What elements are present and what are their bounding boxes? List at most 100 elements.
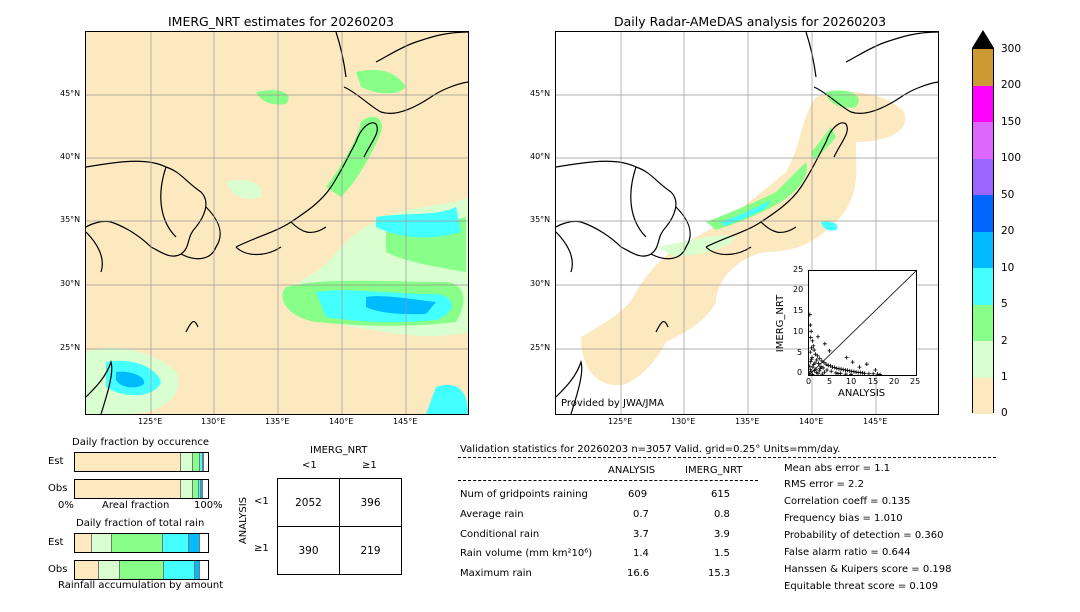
colorbar-label: 20 xyxy=(1001,225,1015,237)
colorbar-label: 5 xyxy=(1001,298,1008,310)
validation-row-imerg: 615 xyxy=(711,489,731,500)
colorbar-label: 1 xyxy=(1001,371,1008,383)
scatter-point xyxy=(824,362,829,367)
scatter-point xyxy=(871,371,876,375)
validation-table-rule xyxy=(458,480,758,481)
scatter-point xyxy=(816,361,821,366)
fraction-segment xyxy=(75,453,182,471)
scatter-point xyxy=(815,371,820,375)
fraction-segment xyxy=(75,534,93,552)
scatter-point xyxy=(878,372,883,375)
validation-score: RMS error = 2.2 xyxy=(784,479,864,490)
colorbar-extend-arrow xyxy=(972,30,994,48)
scatter-x-tick: 20 xyxy=(889,377,900,386)
scatter-x-tick: 5 xyxy=(827,377,833,386)
fraction-segment xyxy=(162,534,190,552)
scatter-point xyxy=(810,338,815,343)
scatter-point xyxy=(838,371,843,375)
scatter-point xyxy=(851,369,856,374)
right-lon-label: 135°E xyxy=(735,417,760,426)
colorbar-canvas xyxy=(972,30,994,48)
scatter-point xyxy=(829,369,834,374)
right-map: Provided by JWA/JMA xyxy=(555,31,939,415)
scatter-point xyxy=(864,362,869,367)
left-map xyxy=(85,31,469,415)
scatter-diagonal xyxy=(809,271,916,375)
left-lon-label: 145°E xyxy=(393,417,418,426)
scatter-y-tick: 25 xyxy=(793,265,804,274)
colorbar-label: 300 xyxy=(1001,43,1022,55)
contingency-cell-a: 2052 xyxy=(277,478,340,527)
validation-row-label: Average rain xyxy=(460,509,524,520)
scatter-point xyxy=(814,358,819,363)
right-gridlines xyxy=(556,32,938,414)
validation-score: Frequency bias = 1.010 xyxy=(784,513,903,524)
fraction-segment xyxy=(193,453,200,471)
fraction-segment xyxy=(98,561,121,579)
colorbar-segment xyxy=(973,195,993,232)
scatter-x-label: ANALYSIS xyxy=(838,388,886,399)
scatter-y-tick: 5 xyxy=(797,348,803,357)
left-lat-label: 25°N xyxy=(60,343,81,352)
fraction-segment xyxy=(181,480,194,498)
scatter-point xyxy=(809,364,812,369)
scatter-point xyxy=(824,368,829,373)
scatter-y-label: IMERG_NRT xyxy=(775,294,787,353)
scatter-point xyxy=(809,359,813,364)
scatter-point xyxy=(844,355,849,360)
left-map-canvas xyxy=(86,32,468,414)
right-lon-label: 125°E xyxy=(608,417,633,426)
right-lon-label: 140°E xyxy=(799,417,824,426)
scatter-point xyxy=(845,368,850,373)
scatter-point xyxy=(812,348,817,353)
total-rain-footer: Rainfall accumulation by amount xyxy=(58,580,224,591)
validation-row-imerg: 1.5 xyxy=(714,548,730,559)
scatter-point xyxy=(817,368,822,373)
scatter-point xyxy=(854,370,859,375)
contingency-col-lt: <1 xyxy=(302,460,317,471)
scatter-point xyxy=(809,323,813,328)
scatter-point xyxy=(811,343,816,348)
scatter-point xyxy=(827,348,832,353)
validation-row-analysis: 3.7 xyxy=(633,529,649,540)
left-lon-label: 125°E xyxy=(138,417,163,426)
fraction-segment xyxy=(189,534,200,552)
left-precip xyxy=(86,69,468,414)
data-credit: Provided by JWA/JMA xyxy=(561,398,664,409)
colorbar-label: 10 xyxy=(1001,262,1015,274)
occurrence-bar-obs xyxy=(74,479,209,499)
colorbar-segments xyxy=(972,48,994,414)
validation-score: Hanssen & Kuipers score = 0.198 xyxy=(784,564,952,575)
scatter-point xyxy=(875,372,880,375)
scatter-point xyxy=(873,368,878,373)
total-rain-row-label: Obs xyxy=(48,564,68,575)
colorbar-segment xyxy=(973,49,993,86)
scatter-point xyxy=(817,356,822,361)
colorbar-segment xyxy=(973,268,993,305)
scatter-point xyxy=(809,312,812,317)
colorbar-segment xyxy=(973,158,993,195)
occurrence-row-label: Obs xyxy=(48,483,68,494)
occurrence-title: Daily fraction by occurence xyxy=(72,437,210,448)
fraction-segment xyxy=(112,534,163,552)
scatter-point xyxy=(833,370,838,375)
left-lat-label: 30°N xyxy=(60,279,81,288)
scatter-point xyxy=(809,329,814,334)
scatter-point xyxy=(820,372,825,375)
fraction-segment xyxy=(202,453,204,471)
fraction-segment xyxy=(120,561,165,579)
fraction-segment xyxy=(198,480,202,498)
right-lat-label: 30°N xyxy=(530,279,551,288)
scatter-point xyxy=(821,360,826,365)
contingency-col-title: IMERG_NRT xyxy=(310,445,368,456)
scatter-x-tick: 15 xyxy=(868,377,879,386)
contingency-row-lt: <1 xyxy=(254,496,269,507)
fraction-segment xyxy=(75,561,99,579)
scatter-point xyxy=(847,368,852,373)
total-rain-bar-obs xyxy=(74,560,209,580)
scatter-point xyxy=(809,335,813,340)
scatter-point xyxy=(839,367,844,372)
fraction-segment xyxy=(181,453,194,471)
scatter-point xyxy=(862,371,867,375)
left-map-title: IMERG_NRT estimates for 20260203 xyxy=(168,14,395,29)
